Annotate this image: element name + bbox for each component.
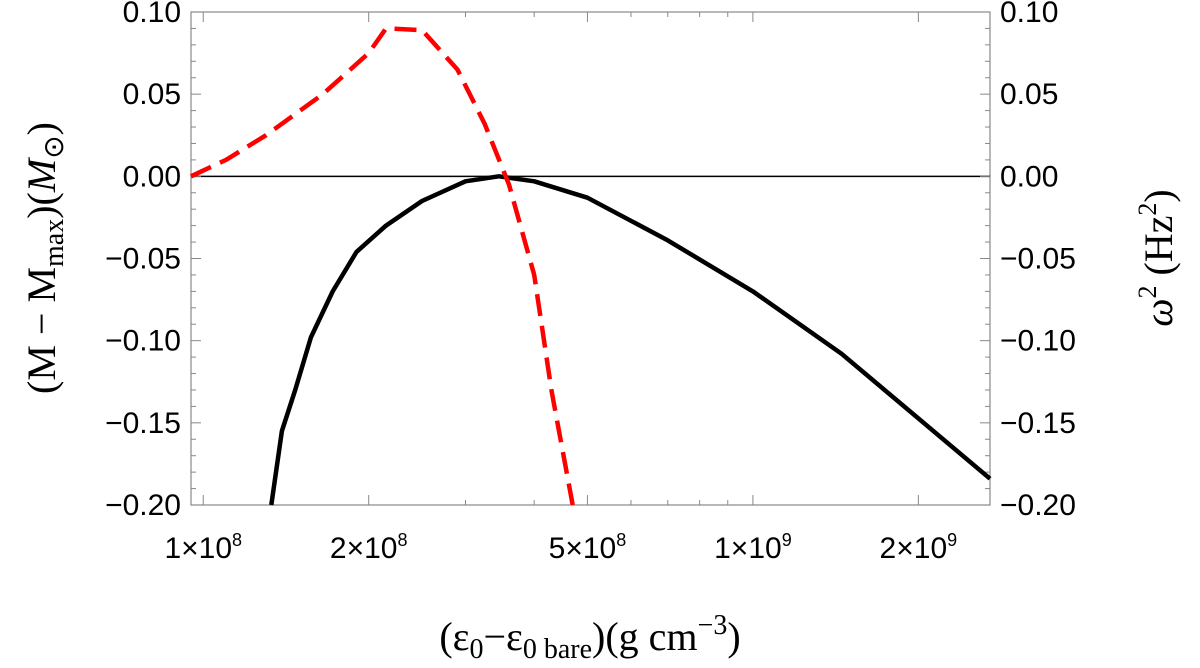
right-y-tick-labels: 0.10 0.05 0.00 −0.05 −0.10 −0.15 −0.20 — [1000, 0, 1076, 522]
x-tick-label: 2×108 — [330, 530, 408, 565]
y2-tick-label: 0.05 — [1000, 78, 1058, 111]
y-tick-label: 0.05 — [123, 78, 181, 111]
left-y-tick-labels: 0.10 0.05 0.00 −0.05 −0.10 −0.15 −0.20 — [105, 0, 181, 522]
y-tick-label: 0.10 — [123, 0, 181, 29]
y-tick-label: −0.20 — [105, 489, 181, 522]
y2-tick-label: −0.15 — [1000, 407, 1076, 440]
y-tick-label: 0.00 — [123, 160, 181, 193]
x-tick-labels: 1×108 2×108 5×108 1×109 2×109 — [164, 530, 957, 565]
ticks — [191, 11, 990, 506]
y-tick-label: −0.10 — [105, 325, 181, 358]
y2-tick-label: 0.00 — [1000, 160, 1058, 193]
x-tick-label: 2×109 — [880, 530, 958, 565]
y-tick-label: −0.05 — [105, 243, 181, 276]
mass-difference-solid-line — [269, 174, 992, 506]
y-axis-title: (M − Mmax)(M⊙) — [19, 122, 70, 394]
x-tick-label: 5×108 — [549, 530, 627, 565]
plot-frame — [190, 11, 991, 506]
y2-tick-label: −0.20 — [1000, 489, 1076, 522]
x-tick-label: 1×109 — [714, 530, 792, 565]
y2-tick-label: −0.05 — [1000, 243, 1076, 276]
y2-tick-label: 0.10 — [1000, 0, 1058, 29]
x-tick-label: 1×108 — [164, 530, 242, 565]
series — [190, 26, 992, 506]
y2-tick-label: −0.10 — [1000, 325, 1076, 358]
y2-axis-title: ω2 (Hz2) — [1133, 189, 1181, 327]
omega-squared-dashed-line — [190, 26, 575, 506]
y-tick-label: −0.15 — [105, 407, 181, 440]
x-axis-title: (ε0−ε0 bare)(g cm−3) — [439, 610, 740, 665]
